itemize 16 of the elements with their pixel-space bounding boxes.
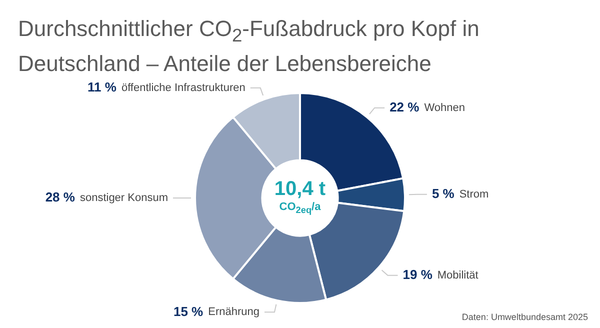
text: Daten: Umweltbundesamt 2025 — [462, 312, 588, 322]
slice-label: Ernährung — [208, 306, 260, 318]
slice-label: öffentliche Infrastrukturen — [121, 82, 246, 94]
data-label: 11 % — [88, 79, 117, 94]
text: 10,4 t — [273, 178, 327, 200]
data-label: 15 % — [173, 304, 204, 319]
slice-label: Wohnen — [424, 102, 465, 114]
text: CO$_{2eq}$/a — [278, 200, 322, 218]
data-label: 22 % — [390, 99, 420, 114]
slice-label: sonstiger Konsum — [80, 192, 168, 204]
slice-label: Mobilität — [437, 269, 478, 282]
data-label: 5 % — [432, 186, 455, 201]
chart-title: Durchschnittlicher CO$_{2}$-Fußabdruck pro Kopf in Deutschland – Anteile der Lebensbereiche — [18, 15, 480, 78]
data-label: 19 % — [402, 266, 433, 282]
data-label: 28 % — [45, 190, 76, 205]
slice-label: Strom — [459, 188, 489, 200]
